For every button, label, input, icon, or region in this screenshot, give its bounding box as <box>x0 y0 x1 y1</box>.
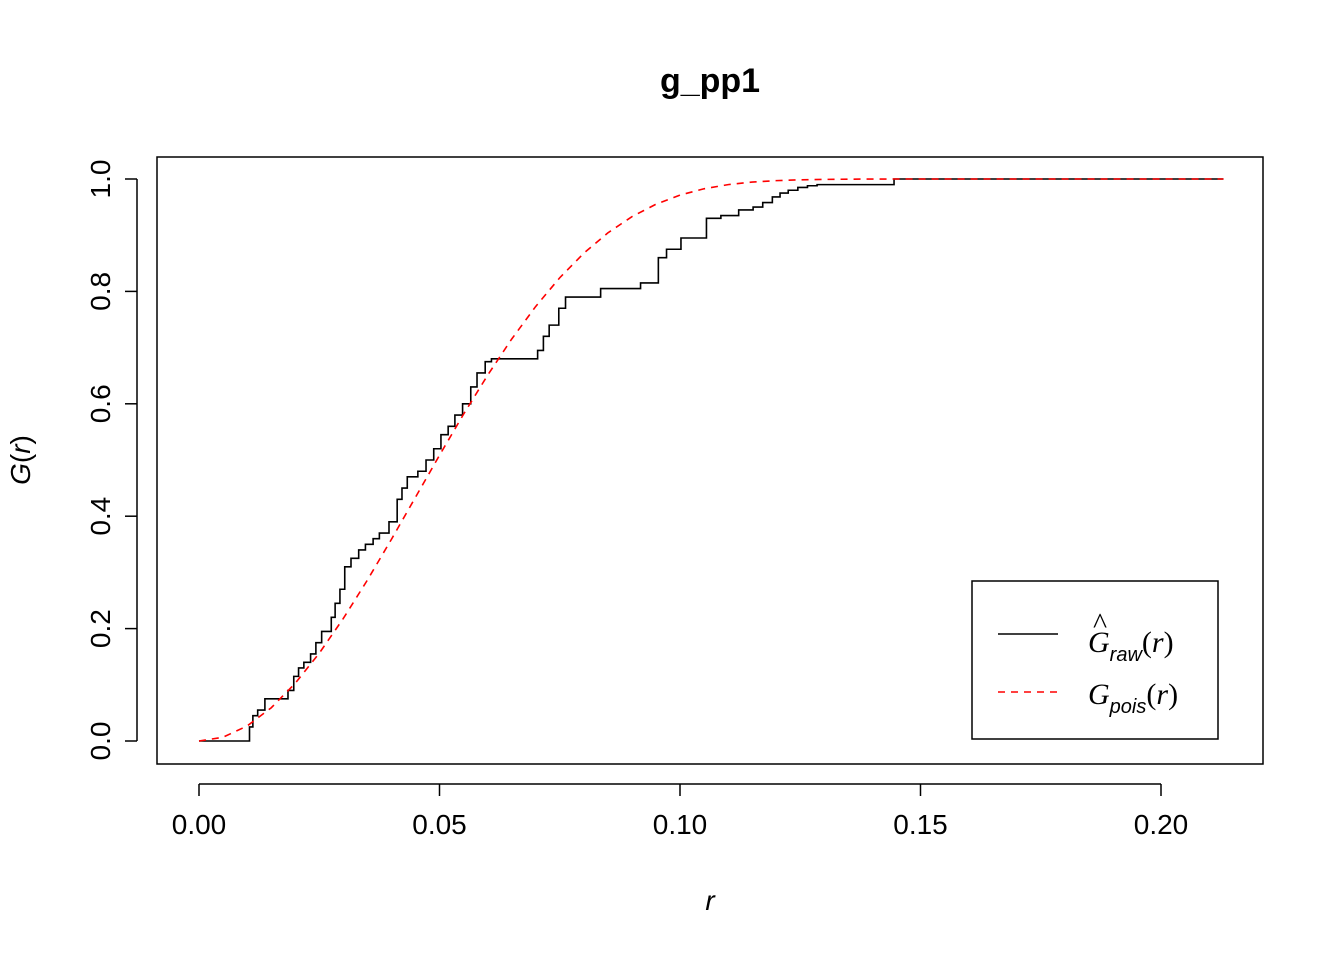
x-tick-label: 0.05 <box>412 809 467 840</box>
y-axis-label-func: G <box>5 463 36 485</box>
legend-box <box>971 580 1219 740</box>
y-axis-ticks: 0.0 0.2 0.4 0.6 0.8 1.0 <box>85 160 137 761</box>
legend-pois-open: ( <box>1146 678 1156 711</box>
legend-raw-sub: raw <box>1110 644 1144 666</box>
x-tick-label: 0.10 <box>653 809 708 840</box>
legend-label-pois: Gpois(r) <box>1088 678 1178 718</box>
y-axis-label-close: ) <box>5 435 36 444</box>
y-tick-label: 0.2 <box>85 609 116 648</box>
y-axis-label-open: ( <box>5 453 36 463</box>
chart-title: g_pp1 <box>660 62 760 100</box>
legend-label-raw-hat: ^ <box>1093 607 1107 640</box>
x-axis-ticks: 0.00 0.05 0.10 0.15 0.20 <box>172 784 1189 840</box>
legend-raw-open: ( <box>1142 626 1152 659</box>
y-tick-label: 0.6 <box>85 384 116 423</box>
y-axis-label-var: r <box>5 443 36 454</box>
legend-raw-func: G <box>1088 626 1110 659</box>
legend-raw-var: r <box>1152 626 1164 659</box>
x-axis-label: r <box>705 885 716 916</box>
series-graw-line <box>199 178 1224 742</box>
y-tick-label: 0.0 <box>85 722 116 761</box>
y-tick-label: 1.0 <box>85 160 116 199</box>
x-tick-label: 0.15 <box>893 809 948 840</box>
series-gpois-line <box>198 178 1224 742</box>
legend-pois-func: G <box>1088 678 1110 711</box>
y-axis-label: G(r) <box>5 435 36 485</box>
legend: ^ Graw(r) Gpois(r) <box>971 580 1219 740</box>
legend-raw-close: ) <box>1164 626 1174 659</box>
plot-frame <box>156 156 1264 765</box>
x-tick-label: 0.00 <box>172 809 227 840</box>
legend-pois-var: r <box>1156 678 1168 711</box>
legend-label-raw: Graw(r) <box>1088 626 1174 666</box>
legend-pois-close: ) <box>1168 678 1178 711</box>
y-tick-label: 0.8 <box>85 272 116 311</box>
series-layer <box>198 178 1224 742</box>
legend-pois-sub: pois <box>1109 696 1147 718</box>
x-tick-label: 0.20 <box>1134 809 1189 840</box>
y-tick-label: 0.4 <box>85 497 116 536</box>
